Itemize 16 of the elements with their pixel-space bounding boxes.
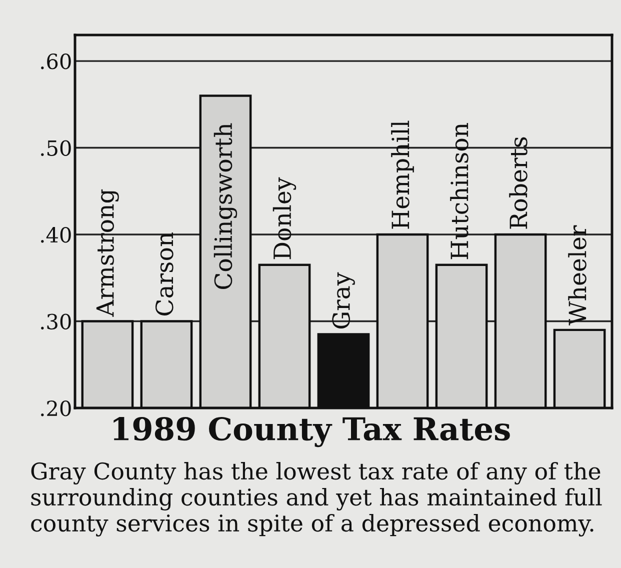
x-tick-label: Hutchinson — [450, 123, 468, 260]
x-tick-label: Wheeler — [568, 225, 586, 326]
text: Gray County has the lowest tax rate of any of the surrounding counties and yet has maintained full county services in spite of a depressed economy. — [31, 462, 602, 536]
x-tick-label: Hemphill — [391, 120, 414, 229]
x-tick-label: Armstrong — [96, 189, 119, 317]
y-tick-label: .50 — [41, 140, 71, 156]
y-tick-label: .40 — [41, 226, 71, 243]
x-tick-label: Roberts — [509, 137, 528, 229]
x-tick-label: Carson — [155, 232, 174, 316]
x-tick-label: Donley — [272, 177, 296, 260]
x-tick-label: Gray — [332, 272, 355, 328]
x-tick-label: Collingsworth — [214, 123, 238, 290]
text: 1989 County Tax Rates — [114, 416, 510, 448]
y-tick-label: .30 — [41, 314, 71, 330]
y-tick-label: .60 — [41, 53, 71, 70]
y-tick-label: .20 — [41, 400, 71, 416]
